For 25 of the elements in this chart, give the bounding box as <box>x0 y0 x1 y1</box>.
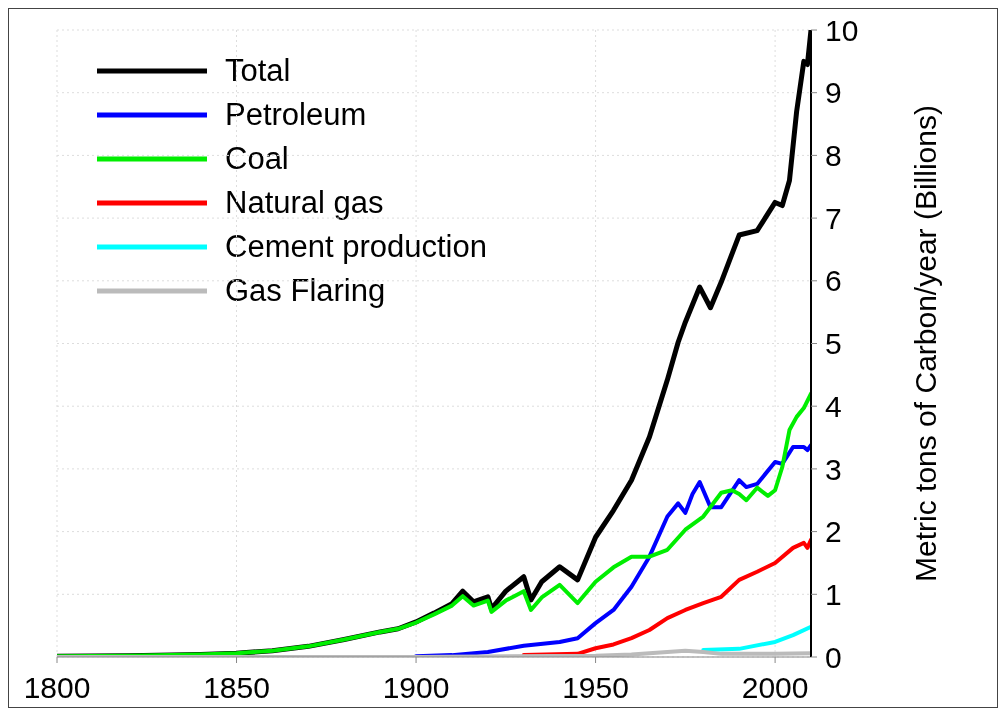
y-tick-label: 5 <box>825 327 842 361</box>
legend-label: Gas Flaring <box>225 272 386 310</box>
y-tick-label: 6 <box>825 264 842 298</box>
x-tick-label: 2000 <box>741 671 809 705</box>
legend-label: Natural gas <box>225 184 384 222</box>
x-tick-label: 1900 <box>382 671 450 705</box>
x-tick-label: 1800 <box>23 671 91 705</box>
y-tick-label: 1 <box>825 577 842 611</box>
legend-label: Cement production <box>225 228 487 266</box>
legend-label: Total <box>225 52 291 90</box>
y-tick-label: 4 <box>825 389 842 423</box>
y-tick-label: 2 <box>825 515 842 549</box>
line-series <box>701 624 811 653</box>
y-tick-label: 8 <box>825 139 842 173</box>
legend-label: Petroleum <box>225 96 367 134</box>
line-series <box>414 443 811 657</box>
y-tick-label: 7 <box>825 201 842 235</box>
y-tick-label: 0 <box>825 640 842 674</box>
y-tick-label: 3 <box>825 452 842 486</box>
y-tick-label: 10 <box>825 13 859 47</box>
y-axis-title: Metric tons of Carbon/year (Billions) <box>908 105 942 582</box>
x-tick-label: 1850 <box>203 671 270 705</box>
y-tick-label: 9 <box>825 76 842 110</box>
x-tick-label: 1950 <box>562 671 629 705</box>
legend-label: Coal <box>225 140 289 178</box>
